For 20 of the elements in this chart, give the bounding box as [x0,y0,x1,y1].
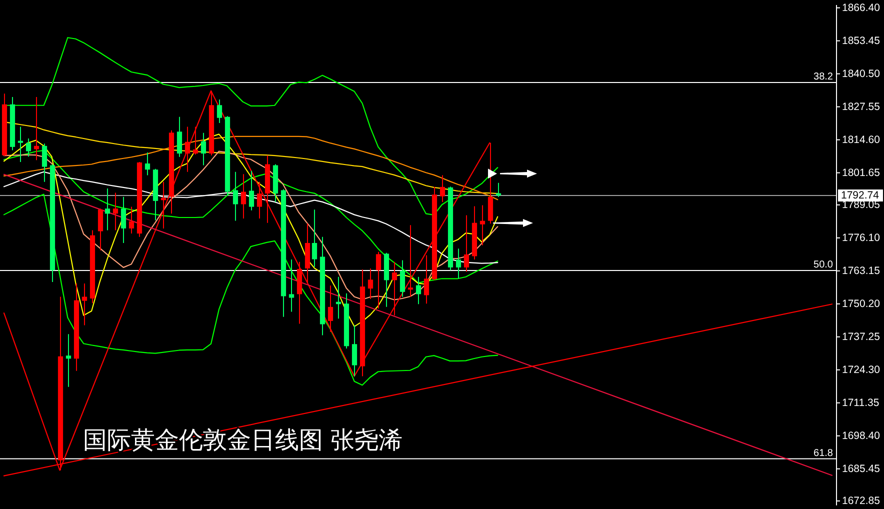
y-tick-label: 1685.45 [842,462,880,475]
y-tick-label: 1814.60 [842,134,880,146]
y-tick-label: 1724.30 [842,364,880,376]
y-tick-label: 1750.20 [842,298,880,310]
y-tick-label: 1789.05 [842,198,880,211]
y-tick-label: 1776.10 [842,232,880,244]
y-tick-label: 1827.55 [842,100,880,113]
y-tick-label: 1801.65 [842,166,880,179]
y-tick-label: 1672.85 [842,494,880,507]
y-tick-label: 1698.40 [842,430,880,442]
annotation: 50.0 [814,259,834,270]
y-tick-label: 1763.15 [842,264,880,277]
y-tick-label: 1866.40 [842,2,880,14]
ref-line-label: 1792.74 [841,189,880,202]
y-tick-label: 1737.25 [842,330,880,343]
y-tick-label: 1711.35 [842,396,880,409]
y-tick-label: 1840.50 [842,68,880,80]
annotation: 61.8 [814,448,834,459]
annotation: 38.2 [814,71,834,82]
y-tick-label: 1853.45 [842,34,880,47]
